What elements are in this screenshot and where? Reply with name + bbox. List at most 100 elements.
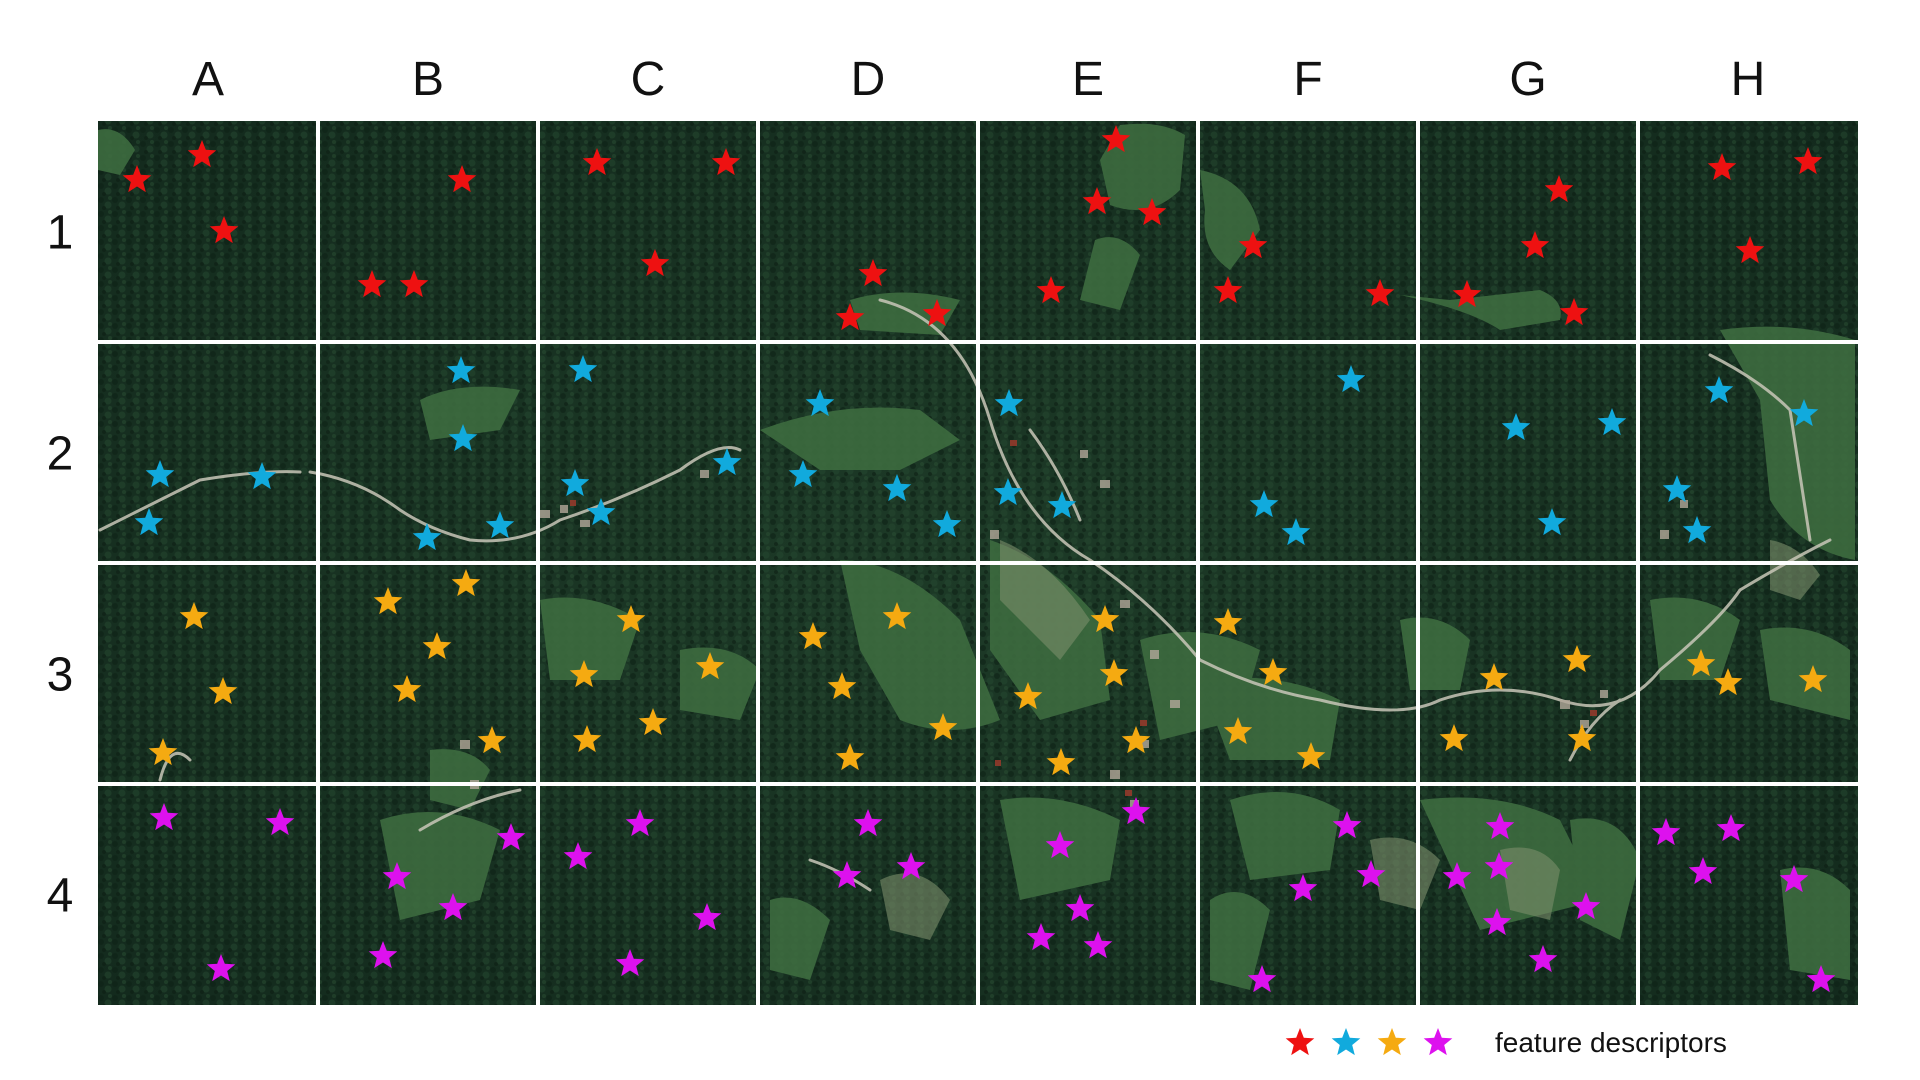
feature-star-row-3-6 — [422, 632, 452, 660]
feature-star-row-4-17 — [1065, 894, 1095, 922]
feature-star-row-4-29 — [1528, 945, 1558, 973]
feature-star-row-3-2 — [208, 677, 238, 705]
legend-star-icon — [1331, 1028, 1361, 1056]
feature-star-row-3-13 — [638, 708, 668, 736]
feature-star-row-1-17 — [1213, 276, 1243, 304]
feature-star-row-1-18 — [1238, 231, 1268, 259]
feature-star-row-4-4 — [496, 823, 526, 851]
feature-star-row-4-26 — [1442, 862, 1472, 890]
column-label-e: E — [1072, 53, 1104, 106]
feature-star-row-3-32 — [1686, 649, 1716, 677]
pale-field-areas — [880, 540, 1820, 940]
row-label-column: 1 2 3 4 — [47, 207, 74, 923]
feature-star-row-4-33 — [1779, 865, 1809, 893]
feature-star-row-4-8 — [625, 809, 655, 837]
feature-star-row-3-3 — [148, 738, 178, 766]
feature-star-row-4-13 — [896, 852, 926, 880]
feature-star-row-3-27 — [1296, 742, 1326, 770]
column-label-c: C — [631, 53, 666, 106]
feature-star-row-4-27 — [1571, 892, 1601, 920]
feature-star-row-4-31 — [1716, 814, 1746, 842]
feature-star-row-4-16 — [1045, 831, 1075, 859]
feature-star-row-4-23 — [1247, 965, 1277, 993]
feature-star-row-2-21 — [1336, 365, 1366, 393]
feature-star-row-3-7 — [392, 675, 422, 703]
feature-star-row-1-8 — [640, 249, 670, 277]
feature-star-row-4-24 — [1485, 812, 1515, 840]
feature-star-row-3-23 — [1046, 748, 1076, 776]
feature-star-row-1-24 — [1707, 153, 1737, 181]
feature-star-row-2-22 — [1501, 413, 1531, 441]
column-label-b: B — [412, 53, 444, 106]
feature-star-row-1-3 — [209, 216, 239, 244]
feature-star-row-2-28 — [1682, 516, 1712, 544]
feature-star-row-2-17 — [993, 478, 1023, 506]
feature-star-row-3-24 — [1213, 608, 1243, 636]
legend: feature descriptors — [1285, 1027, 1727, 1058]
feature-star-row-3-8 — [477, 726, 507, 754]
feature-star-row-3-4 — [373, 587, 403, 615]
feature-star-row-4-2 — [265, 808, 295, 836]
feature-star-row-3-33 — [1713, 668, 1743, 696]
feature-star-row-3-10 — [569, 660, 599, 688]
feature-star-row-4-9 — [563, 842, 593, 870]
feature-star-row-2-6 — [412, 523, 442, 551]
column-label-f: F — [1293, 53, 1322, 106]
feature-star-row-2-10 — [586, 498, 616, 526]
feature-star-row-2-26 — [1789, 399, 1819, 427]
feature-star-row-3-17 — [928, 713, 958, 741]
feature-star-row-2-19 — [1249, 490, 1279, 518]
feature-star-row-3-14 — [798, 622, 828, 650]
feature-star-row-3-25 — [1258, 658, 1288, 686]
feature-star-row-4-22 — [1356, 860, 1386, 888]
feature-star-row-3-29 — [1439, 724, 1469, 752]
column-header-row: A B C D E F G H — [192, 53, 1765, 106]
feature-star-row-2-14 — [882, 474, 912, 502]
legend-star-icon — [1423, 1028, 1453, 1056]
feature-star-row-3-31 — [1567, 724, 1597, 752]
feature-star-row-1-21 — [1520, 231, 1550, 259]
feature-star-row-3-16 — [827, 672, 857, 700]
feature-star-row-4-21 — [1288, 874, 1318, 902]
legend-label: feature descriptors — [1495, 1027, 1727, 1058]
feature-star-row-1-4 — [357, 270, 387, 298]
feature-star-row-4-20 — [1332, 811, 1362, 839]
feature-star-row-1-20 — [1452, 280, 1482, 308]
feature-star-row-1-9 — [711, 148, 741, 176]
feature-star-row-4-7 — [368, 941, 398, 969]
feature-star-row-3-19 — [1090, 605, 1120, 633]
feature-star-row-1-11 — [858, 259, 888, 287]
column-label-d: D — [851, 53, 886, 106]
feature-star-row-3-22 — [1121, 726, 1151, 754]
feature-star-row-2-27 — [1662, 475, 1692, 503]
feature-star-row-2-11 — [712, 448, 742, 476]
feature-star-row-2-1 — [145, 460, 175, 488]
feature-star-row-3-15 — [882, 602, 912, 630]
feature-star-row-1-12 — [922, 299, 952, 327]
feature-star-row-2-2 — [247, 462, 277, 490]
feature-star-row-2-12 — [805, 389, 835, 417]
feature-star-row-3-26 — [1223, 717, 1253, 745]
feature-star-row-4-18 — [1083, 931, 1113, 959]
feature-star-row-2-4 — [446, 356, 476, 384]
feature-star-row-2-3 — [134, 508, 164, 536]
feature-star-row-1-25 — [1735, 236, 1765, 264]
feature-star-row-2-18 — [1047, 491, 1077, 519]
feature-star-row-4-14 — [832, 861, 862, 889]
column-label-h: H — [1731, 53, 1766, 106]
feature-star-row-2-15 — [932, 510, 962, 538]
feature-star-row-2-23 — [1537, 508, 1567, 536]
feature-star-row-4-32 — [1688, 857, 1718, 885]
feature-star-row-1-23 — [1559, 298, 1589, 326]
feature-star-row-1-19 — [1365, 279, 1395, 307]
row-label-2: 2 — [47, 428, 74, 481]
feature-star-row-2-5 — [448, 424, 478, 452]
row-label-4: 4 — [47, 870, 74, 923]
feature-star-row-2-9 — [560, 469, 590, 497]
feature-star-row-4-15 — [1121, 797, 1151, 825]
roads — [98, 298, 1832, 892]
feature-star-row-1-14 — [1082, 187, 1112, 215]
feature-star-row-4-34 — [1806, 965, 1836, 993]
feature-star-row-2-8 — [568, 355, 598, 383]
